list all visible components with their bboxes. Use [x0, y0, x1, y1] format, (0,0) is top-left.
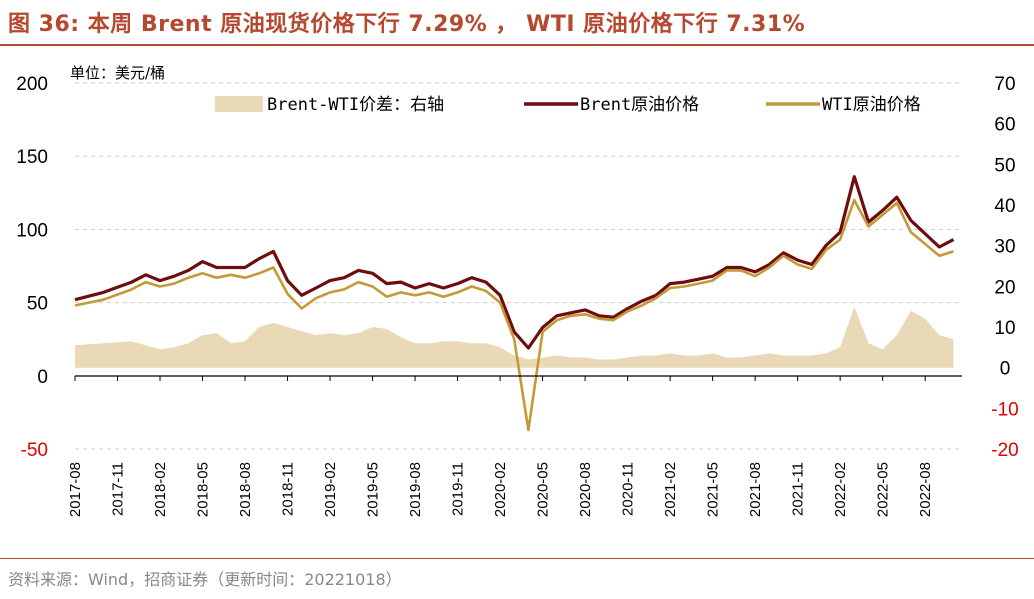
y-right-tick-label: 0 [1000, 359, 1011, 380]
series-wti-line [74, 198, 954, 432]
x-tick-label: 2021-02 [662, 462, 679, 517]
x-tick-label: 2021-05 [705, 462, 722, 517]
y-right-tick-label: 70 [994, 74, 1015, 95]
y-right-tick-label: -10 [991, 399, 1018, 420]
x-tick-label: 2018-08 [237, 462, 254, 517]
y-right-tick-label: 30 [994, 237, 1015, 258]
x-tick-label: 2020-11 [620, 462, 637, 516]
x-tick-label: 2018-05 [195, 462, 212, 517]
y-right-tick-label: -20 [991, 440, 1018, 461]
x-tick-label: 2020-05 [535, 462, 552, 517]
x-tick-label: 2020-02 [492, 462, 509, 517]
series-brent-line [74, 175, 955, 350]
title-rule [0, 44, 1034, 46]
y-right-tick-label: 40 [994, 196, 1015, 217]
x-tick-label: 2021-08 [747, 462, 764, 517]
legend-label-wti: WTI原油价格 [822, 95, 921, 115]
y-left-tick-label: 100 [16, 220, 48, 241]
x-tick-label: 2017-11 [110, 462, 127, 516]
footer-rule [0, 558, 1034, 559]
y-left-tick-label: -50 [21, 440, 48, 461]
x-tick-label: 2017-08 [67, 462, 84, 517]
unit-label: 单位：美元/桶 [70, 64, 165, 82]
x-tick-label: 2019-11 [450, 462, 467, 516]
x-tick-label: 2019-05 [365, 462, 382, 517]
x-tick-label: 2020-08 [577, 462, 594, 517]
y-right-tick-label: 60 [994, 115, 1015, 136]
x-tick-label: 2018-11 [280, 462, 297, 516]
x-tick-label: 2019-08 [407, 462, 424, 517]
legend-label-brent: Brent原油价格 [580, 95, 699, 115]
x-tick-label: 2018-02 [152, 462, 169, 517]
x-tick-label: 2019-02 [322, 462, 339, 517]
y-left-tick-label: 0 [37, 367, 48, 388]
legend-swatch-spread [215, 96, 263, 112]
y-right-tick-label: 10 [994, 318, 1015, 339]
y-left-tick-label: 200 [16, 74, 48, 95]
y-left-tick-label: 50 [27, 294, 48, 315]
figure-title: 图 36: 本周 Brent 原油现货价格下行 7.29% ， WTI 原油价格… [8, 12, 806, 37]
y-right-tick-label: 50 [994, 155, 1015, 176]
x-tick-label: 2022-08 [917, 462, 934, 517]
source-note: 资料来源：Wind，招商证券（更新时间：20221018） [8, 570, 402, 589]
y-right-tick-label: 20 [994, 277, 1015, 298]
x-tick-label: 2022-05 [875, 462, 892, 517]
x-tick-label: 2021-11 [790, 462, 807, 516]
y-left-tick-label: 150 [16, 147, 48, 168]
legend-label-spread: Brent-WTI价差：右轴 [267, 95, 444, 115]
series-spread-area [75, 306, 954, 368]
x-tick-label: 2022-02 [832, 462, 849, 517]
